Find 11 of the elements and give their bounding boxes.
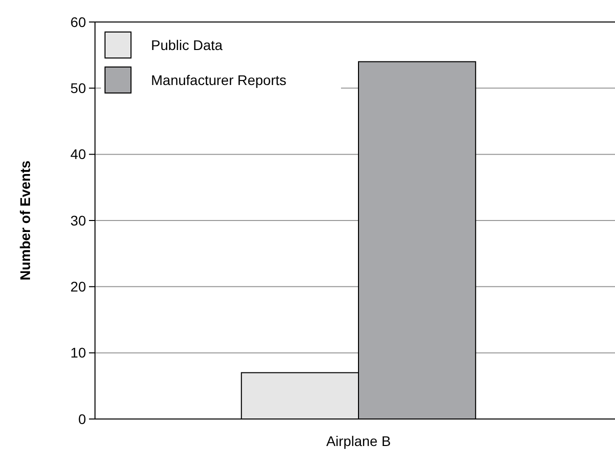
y-tick-label: 30 xyxy=(70,212,86,228)
y-tick-label: 40 xyxy=(70,146,86,162)
x-tick-label: Airplane B xyxy=(326,433,391,449)
y-tick-label: 10 xyxy=(70,344,86,361)
y-tick-label: 50 xyxy=(70,80,86,96)
legend-label: Public Data xyxy=(151,36,223,53)
y-tick-label: 0 xyxy=(78,410,86,427)
legend-label: Manufacturer Reports xyxy=(151,72,286,88)
y-axis-title: Number of Events xyxy=(17,160,33,280)
y-tick-label: 60 xyxy=(70,14,86,30)
y-tick-label: 20 xyxy=(70,278,86,295)
